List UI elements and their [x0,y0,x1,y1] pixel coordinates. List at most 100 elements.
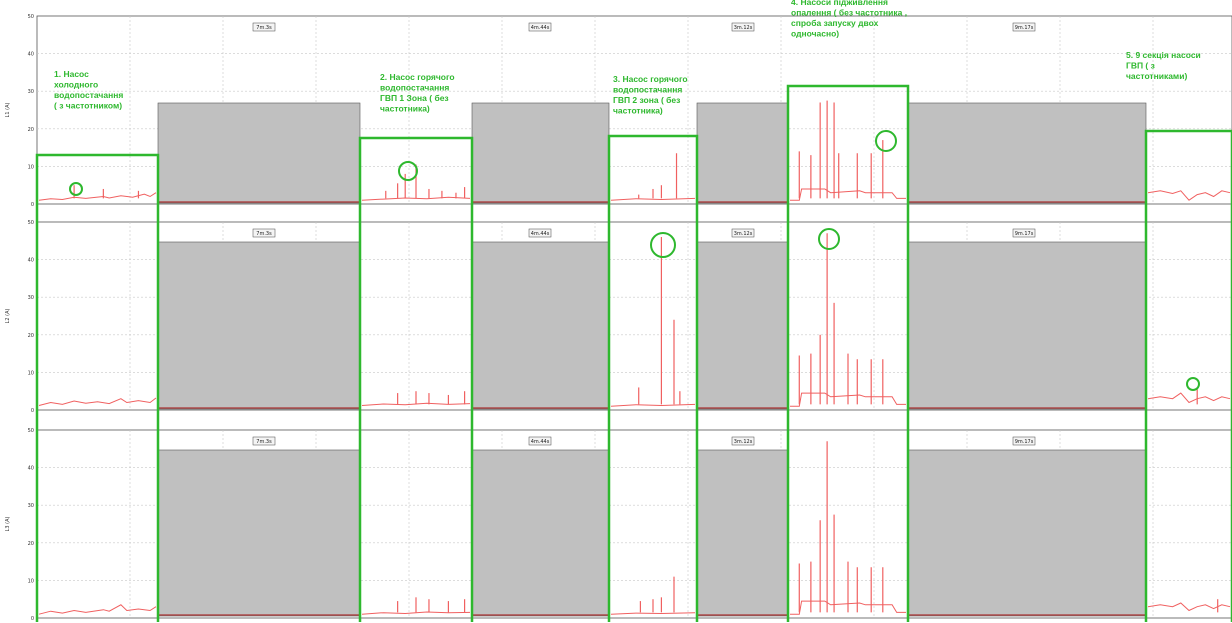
gap-duration-box [528,228,552,238]
peak-marker-circle [69,182,83,196]
segment-label: 4. Насоси підживлення опалення ( без част… [791,0,907,39]
gap-block [157,241,361,410]
y-tick-label: 40 [28,466,34,472]
y-tick-label: 30 [28,295,34,301]
segment-label-line: холодного [54,80,98,90]
segment-label-line: ГВП ( з [1126,61,1155,71]
gap-blocks: 7m.3s 7m.3s 7m.3s 4m.44s 4m.44s 4m.44s 3m.12s 3… [157,22,1147,617]
signal-baseline [790,188,906,201]
gap-duration-box [252,22,276,32]
gap-block [696,241,789,410]
peak-marker-circle [650,232,676,258]
y-tick-label: 0 [31,408,34,414]
gap-duration-label: 9m.17s [1015,25,1034,31]
y-axis-label: L2 (A) [5,309,11,324]
segment-marker-box [786,84,910,622]
signal-baseline [1147,392,1231,404]
gap-block [907,449,1147,617]
segment-label-line: частотника) [380,104,430,114]
gap-block [157,102,361,204]
segment-label: 1. Насос холодного водопостачання( з часто… [54,69,123,111]
segment-label-line: опалення ( без частотника , [791,8,907,18]
signal-baseline [1147,190,1231,201]
segment-label-line: 4. Насоси підживлення [791,0,888,7]
segment-marker-box [1144,129,1232,622]
gap-duration-label: 7m.3s [256,231,272,237]
signal-baseline [790,600,906,615]
segment-label-line: водопостачання [54,90,123,100]
gap-block [907,241,1147,410]
peak-marker-circle [875,130,897,152]
y-axis-label: L1 (A) [5,103,11,118]
gap-duration-box [252,436,276,446]
gap-duration-box [1012,228,1036,238]
gap-duration-label: 4m.44s [531,25,550,31]
segment-label-line: ГВП 2 зона ( без [613,95,680,105]
segment-label-line: частотника) [613,106,663,116]
signal-baseline [790,392,906,407]
gap-duration-label: 9m.17s [1015,231,1034,237]
y-tick-label: 10 [28,578,34,584]
signal-layer [38,100,1231,615]
gap-block [471,449,610,617]
segment-label: 5. 9 секція насоси ГВП ( з частотниками) [1126,50,1201,81]
y-tick-label: 50 [28,14,34,20]
gap-block [696,449,789,617]
peak-marker-circle [398,161,418,181]
signal-baseline [610,612,696,615]
peak-marker-circle [818,228,840,250]
gap-duration-label: 4m.44s [531,231,550,237]
signal-baseline [610,197,696,201]
y-tick-label: 30 [28,503,34,509]
gap-duration-label: 3m.12s [734,439,753,445]
gap-duration-box [1012,436,1036,446]
y-tick-label: 40 [28,258,34,264]
y-tick-label: 20 [28,541,34,547]
gap-duration-box [731,228,755,238]
y-tick-label: 20 [28,333,34,339]
segment-label: 2. Насос горячого водопостачання ГВП 1 Зон… [380,72,455,114]
gap-duration-box [528,22,552,32]
segment-label-line: спроба запуску двох [791,18,879,28]
y-tick-label: 30 [28,89,34,95]
segment-marker-box [35,153,160,622]
gap-duration-label: 3m.12s [734,25,753,31]
gap-duration-label: 3m.12s [734,231,753,237]
gap-duration-box [528,436,552,446]
gap-duration-box [252,228,276,238]
gap-duration-label: 9m.17s [1015,439,1034,445]
segment-marker-box [358,136,474,622]
segment-label-line: 1. Насос [54,69,89,79]
y-tick-label: 0 [31,616,34,622]
signal-baseline [38,604,157,615]
y-tick-label: 40 [28,52,34,58]
y-axis-label: L3 (A) [5,517,11,532]
gap-block [696,102,789,204]
segment-label-line: 3. Насос горячого [613,74,688,84]
y-tick-label: 20 [28,127,34,133]
segment-label-line: ГВП 1 Зона ( без [380,93,449,103]
gap-block [471,102,610,204]
gap-duration-label: 7m.3s [256,25,272,31]
gap-duration-label: 4m.44s [531,439,550,445]
gap-duration-box [1012,22,1036,32]
signal-baseline [361,611,471,615]
gap-duration-box [731,436,755,446]
y-tick-label: 50 [28,220,34,226]
gap-block [471,241,610,410]
y-tick-label: 0 [31,202,34,208]
segment-label-line: водопостачання [613,85,682,95]
segment-label-line: одночасно) [791,29,839,39]
gap-block [907,102,1147,204]
peak-marker-circle [1186,377,1200,391]
segment-label-line: ( з частотником) [54,101,122,111]
y-tick-label: 50 [28,428,34,434]
gap-duration-label: 7m.3s [256,439,272,445]
segment-label-line: 2. Насос горячого [380,72,455,82]
segment-label: 3. Насос горячого водопостачання ГВП 2 зон… [613,74,688,116]
segment-marker-box [607,134,699,622]
gap-block [157,449,361,617]
segment-label-line: частотниками) [1126,71,1187,81]
signal-baseline [38,397,157,406]
